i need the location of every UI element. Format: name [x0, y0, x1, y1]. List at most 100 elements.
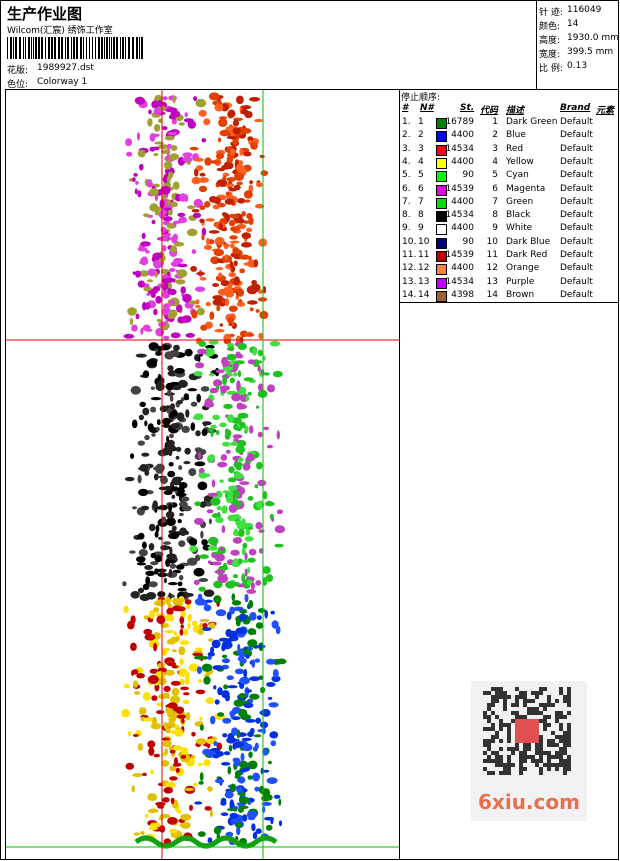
- flower-stitch: [168, 503, 173, 513]
- qr-cell: [547, 723, 551, 727]
- watermark-text: 6xiu.com: [478, 790, 580, 814]
- flower-stitch: [222, 176, 227, 181]
- qr-cell: [515, 715, 519, 719]
- flower-stitch: [271, 518, 275, 522]
- flower-stitch: [165, 669, 175, 676]
- flower-stitch: [146, 179, 153, 183]
- flower-stitch: [175, 492, 187, 497]
- watermark: 6xiu.com: [471, 681, 587, 821]
- flower-stitch: [227, 316, 235, 324]
- flower-stitch: [245, 689, 252, 693]
- qr-cell: [503, 707, 507, 711]
- qr-cell: [495, 735, 499, 739]
- row-number: 11.: [402, 250, 417, 260]
- flower-stitch: [171, 118, 177, 125]
- flower-stitch: [261, 709, 271, 717]
- flower-stitch: [135, 353, 147, 358]
- qr-cell: [491, 751, 495, 755]
- qr-cell: [551, 731, 555, 735]
- flower-stitch: [254, 203, 265, 209]
- flower-stitch: [177, 581, 183, 587]
- flower-stitch: [206, 509, 214, 514]
- flower-stitch: [185, 333, 195, 338]
- flower-stitch: [249, 676, 261, 682]
- flower-stitch: [156, 318, 162, 323]
- flower-stitch: [199, 277, 207, 281]
- flower-stitch: [132, 669, 139, 675]
- flower-stitch: [137, 743, 143, 751]
- qr-cell: [559, 763, 563, 767]
- flower-stitch: [252, 772, 260, 782]
- qr-cell: [507, 747, 511, 751]
- flower-stitch: [228, 219, 236, 227]
- flower-stitch: [276, 509, 283, 515]
- flower-stitch: [243, 522, 254, 528]
- flower-stitch: [234, 668, 245, 675]
- flower-stitch: [253, 259, 258, 268]
- brand: Default: [560, 223, 593, 234]
- qr-cell: [499, 695, 503, 699]
- flower-stitch: [231, 393, 242, 402]
- qr-cell: [539, 711, 543, 715]
- qr-cell: [499, 687, 503, 691]
- flower-stitch: [228, 346, 235, 352]
- barcode-bar: [35, 37, 37, 59]
- qr-cell: [495, 731, 499, 735]
- flower-stitch: [123, 333, 135, 339]
- flower-stitch: [221, 690, 230, 699]
- flower-stitch: [157, 591, 166, 598]
- flower-stitch: [124, 476, 135, 482]
- color-swatch: [436, 184, 447, 196]
- row-number: 5.: [402, 170, 411, 181]
- qr-cell: [567, 759, 571, 763]
- barcode-bar: [73, 37, 75, 59]
- flower-stitch: [254, 786, 260, 792]
- flower-stitch: [267, 384, 275, 393]
- flower-stitch: [233, 606, 244, 612]
- qr-cell: [487, 727, 491, 731]
- qr-cell: [551, 743, 555, 747]
- flower-stitch: [156, 419, 161, 426]
- flower-stitch: [150, 552, 157, 559]
- barcode-bar: [65, 37, 66, 59]
- flower-stitch: [230, 148, 236, 156]
- flower-stitch: [173, 728, 184, 737]
- flower-stitch: [155, 524, 160, 533]
- flower-stitch: [229, 214, 240, 219]
- qr-cell: [567, 755, 571, 759]
- color-swatch: [436, 251, 447, 262]
- qr-cell: [515, 711, 519, 715]
- flower-stitch: [172, 181, 180, 190]
- flower-stitch: [145, 813, 149, 818]
- flower-stitch: [205, 344, 215, 349]
- qr-cell: [531, 759, 535, 763]
- flower-stitch: [208, 92, 220, 101]
- qr-cell: [563, 763, 567, 767]
- flower-stitch: [157, 373, 162, 382]
- flower-stitch: [210, 497, 221, 506]
- flower-stitch: [245, 691, 249, 698]
- qr-cell: [567, 703, 571, 707]
- qr-cell: [523, 759, 527, 763]
- qr-cell: [495, 759, 499, 763]
- flower-stitch: [222, 376, 228, 386]
- flower-stitch: [170, 145, 178, 151]
- flower-stitch: [167, 271, 171, 277]
- qr-cell: [539, 759, 543, 763]
- flower-stitch: [192, 212, 201, 219]
- flower-stitch: [160, 545, 169, 551]
- brand: Default: [560, 276, 593, 287]
- qr-cell: [547, 699, 551, 703]
- description: Blue: [506, 130, 526, 141]
- barcode-bar: [116, 37, 118, 59]
- flower-stitch: [203, 676, 211, 685]
- flower-stitch: [241, 105, 252, 110]
- qr-cell: [559, 687, 563, 691]
- flower-stitch: [180, 610, 186, 619]
- flower-stitch: [166, 143, 172, 149]
- flower-stitch: [179, 512, 184, 517]
- flower-stitch: [237, 412, 249, 419]
- qr-cell: [555, 735, 559, 739]
- qr-cell: [547, 703, 551, 707]
- flower-stitch: [208, 638, 214, 642]
